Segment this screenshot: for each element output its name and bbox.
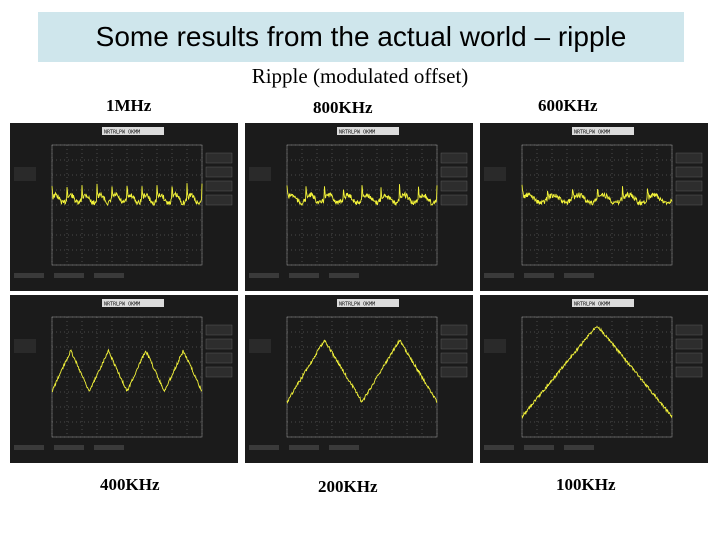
- scope-channel-readout: [14, 167, 36, 181]
- scope-softkey: [205, 324, 233, 336]
- scope-softkey: [675, 338, 703, 350]
- ripple-trace: [286, 339, 438, 404]
- scope-graticule: [286, 144, 438, 266]
- scope-channel-readout: [484, 167, 506, 181]
- scope-mode-text: NRTRLPW OKMM: [574, 130, 610, 136]
- scope-screen: NRTRLPW OKMM: [245, 295, 473, 450]
- scope-status-readout: [484, 273, 514, 278]
- scope-softkey: [440, 152, 468, 164]
- label-400khz: 400KHz: [100, 475, 160, 494]
- scope-mode-text: NRTRLPW OKMM: [339, 302, 375, 308]
- scope-mode-text: NRTRLPW OKMM: [104, 130, 140, 136]
- label-800khz: 800KHz: [313, 98, 373, 117]
- scope-screen: NRTRLPW OKMM: [480, 123, 708, 278]
- scope-200khz: NRTRLPW OKMM: [245, 295, 473, 463]
- scope-mode-text: NRTRLPW OKMM: [104, 302, 140, 308]
- scope-mode-text: NRTRLPW OKMM: [339, 130, 375, 136]
- scope-softkey: [205, 194, 233, 206]
- scope-status-readout: [289, 445, 319, 450]
- label-100khz: 100KHz: [556, 475, 616, 494]
- scope-softkey: [675, 324, 703, 336]
- scope-softkey: [205, 180, 233, 192]
- scope-screen: NRTRLPW OKMM: [245, 123, 473, 278]
- scope-400khz: NRTRLPW OKMM: [10, 295, 238, 463]
- scope-status-readout: [524, 445, 554, 450]
- scope-status-readout: [564, 445, 594, 450]
- scope-channel-readout: [484, 339, 506, 353]
- scope-channel-readout: [249, 167, 271, 181]
- scope-softkey: [440, 352, 468, 364]
- scope-softkey: [675, 152, 703, 164]
- scope-status-readout: [14, 273, 44, 278]
- scope-softkey: [205, 166, 233, 178]
- scope-softkey: [440, 366, 468, 378]
- slide-title: Some results from the actual world – rip…: [95, 21, 627, 52]
- scope-graticule: [521, 144, 673, 266]
- scope-softkey: [675, 352, 703, 364]
- scope-softkey: [440, 180, 468, 192]
- scope-softkey: [205, 338, 233, 350]
- slide-subtitle: Ripple (modulated offset): [251, 64, 469, 88]
- scope-softkey: [675, 180, 703, 192]
- scope-softkey: [675, 194, 703, 206]
- ripple-trace: [286, 184, 438, 207]
- title-banner: Some results from the actual world – rip…: [38, 12, 684, 62]
- scope-status-readout: [54, 273, 84, 278]
- scope-1mhz: NRTRLPW OKMM: [10, 123, 238, 291]
- scope-softkey: [440, 324, 468, 336]
- scope-graticule: [521, 316, 673, 438]
- scope-status-readout: [524, 273, 554, 278]
- label-1mhz: 1MHz: [106, 96, 152, 115]
- ripple-trace: [521, 184, 673, 206]
- scope-status-readout: [564, 273, 594, 278]
- scope-screen: NRTRLPW OKMM: [480, 295, 708, 450]
- scope-status-readout: [249, 273, 279, 278]
- scope-softkey: [675, 366, 703, 378]
- scope-status-readout: [289, 273, 319, 278]
- scope-status-readout: [94, 273, 124, 278]
- ripple-trace: [51, 183, 203, 207]
- scope-status-readout: [484, 445, 514, 450]
- scope-600khz: NRTRLPW OKMM: [480, 123, 708, 291]
- scope-softkey: [205, 366, 233, 378]
- scope-mode-box: [337, 127, 399, 135]
- scope-mode-box: [572, 299, 634, 307]
- scope-status-readout: [54, 445, 84, 450]
- scope-mode-box: [102, 127, 164, 135]
- scope-softkey: [440, 166, 468, 178]
- scope-800khz: NRTRLPW OKMM: [245, 123, 473, 291]
- scope-mode-box: [337, 299, 399, 307]
- scope-status-readout: [249, 445, 279, 450]
- ripple-trace: [51, 348, 202, 393]
- scope-graticule: [51, 144, 203, 266]
- scope-screen: NRTRLPW OKMM: [10, 123, 238, 278]
- scope-mode-box: [102, 299, 164, 307]
- scope-status-readout: [14, 445, 44, 450]
- scope-mode-box: [572, 127, 634, 135]
- scope-softkey: [205, 352, 233, 364]
- scope-softkey: [205, 152, 233, 164]
- scope-softkey: [675, 166, 703, 178]
- scope-100khz: NRTRLPW OKMM: [480, 295, 708, 463]
- scope-channel-readout: [249, 339, 271, 353]
- scope-status-readout: [329, 273, 359, 278]
- scope-channel-readout: [14, 339, 36, 353]
- scope-screen: NRTRLPW OKMM: [10, 295, 238, 450]
- scope-graticule: [286, 316, 438, 438]
- scope-softkey: [440, 338, 468, 350]
- scope-softkey: [440, 194, 468, 206]
- label-200khz: 200KHz: [318, 477, 378, 496]
- scope-mode-text: NRTRLPW OKMM: [574, 302, 610, 308]
- ripple-trace: [521, 325, 673, 420]
- scope-status-readout: [329, 445, 359, 450]
- scope-graticule: [51, 316, 203, 438]
- scope-status-readout: [94, 445, 124, 450]
- label-600khz: 600KHz: [538, 96, 598, 115]
